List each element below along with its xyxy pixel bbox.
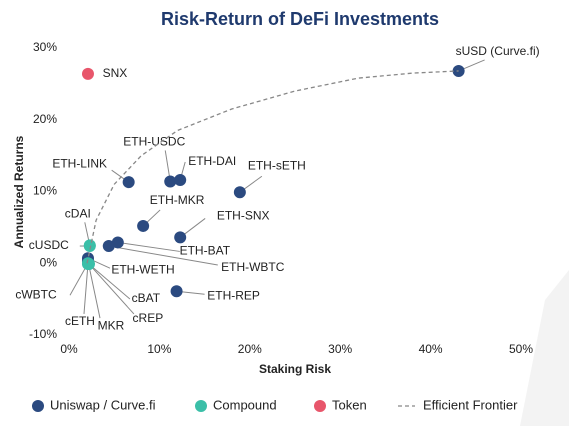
legend-label: Token <box>332 397 367 412</box>
x-tick-label: 20% <box>238 342 262 356</box>
data-point <box>82 257 95 270</box>
y-tick-label: 10% <box>33 184 57 198</box>
data-point <box>233 186 246 199</box>
point-label: cREP <box>133 311 164 325</box>
point-label: ETH-BAT <box>180 244 231 258</box>
point-label: SNX <box>103 66 128 80</box>
point-label: ETH-USDC <box>123 135 185 149</box>
point-label: cWBTC <box>15 287 57 301</box>
leader-line <box>88 263 131 300</box>
point-label: ETH-WETH <box>111 262 174 276</box>
frontier-line <box>86 70 459 264</box>
point-label: cDAI <box>65 206 91 220</box>
legend-swatch <box>314 400 326 412</box>
legend-label: Efficient Frontier <box>423 397 518 412</box>
point-label: cUSDC <box>29 238 69 252</box>
x-tick-label: 10% <box>147 342 171 356</box>
x-axis-title: Staking Risk <box>259 362 331 376</box>
point-label: ETH-WBTC <box>221 260 285 274</box>
point-label: ETH-DAI <box>188 154 236 168</box>
y-tick-label: 30% <box>33 40 57 54</box>
y-axis-title: Annualized Returns <box>12 135 26 248</box>
background-shape <box>520 270 569 426</box>
data-point <box>164 175 177 188</box>
x-tick-label: 50% <box>509 342 533 356</box>
point-label: cBAT <box>132 291 161 305</box>
point-label: ETH-REP <box>207 288 260 302</box>
y-tick-label: -10% <box>29 327 57 341</box>
point-label: ETH-sETH <box>248 158 306 172</box>
point-label: ETH-SNX <box>217 209 270 223</box>
legend-label: Uniswap / Curve.fi <box>50 397 156 412</box>
leader-line <box>108 245 218 266</box>
data-point <box>81 67 94 80</box>
chart-title: Risk-Return of DeFi Investments <box>161 9 439 29</box>
data-point <box>174 231 187 244</box>
leader-line <box>88 263 135 315</box>
data-point <box>174 174 187 187</box>
legend-swatch <box>32 400 44 412</box>
y-tick-label: 0% <box>40 255 58 269</box>
leader-line <box>83 263 89 315</box>
data-point <box>122 176 135 189</box>
point-label: sUSD (Curve.fi) <box>456 44 540 58</box>
data-point <box>111 236 124 249</box>
leader-line <box>87 260 101 319</box>
x-tick-label: 30% <box>328 342 352 356</box>
point-label: ETH-LINK <box>52 156 107 170</box>
legend-label: Compound <box>213 397 277 412</box>
data-point <box>83 240 96 253</box>
point-label: MKR <box>98 318 125 332</box>
legend-swatch <box>195 400 207 412</box>
x-tick-label: 0% <box>60 342 78 356</box>
data-point <box>102 240 115 253</box>
data-point <box>137 219 150 232</box>
leader-line <box>117 241 180 252</box>
point-label: cETH <box>65 314 95 328</box>
y-tick-label: 20% <box>33 112 57 126</box>
point-label: ETH-MKR <box>150 193 205 207</box>
data-point <box>170 285 183 298</box>
x-tick-label: 40% <box>419 342 443 356</box>
